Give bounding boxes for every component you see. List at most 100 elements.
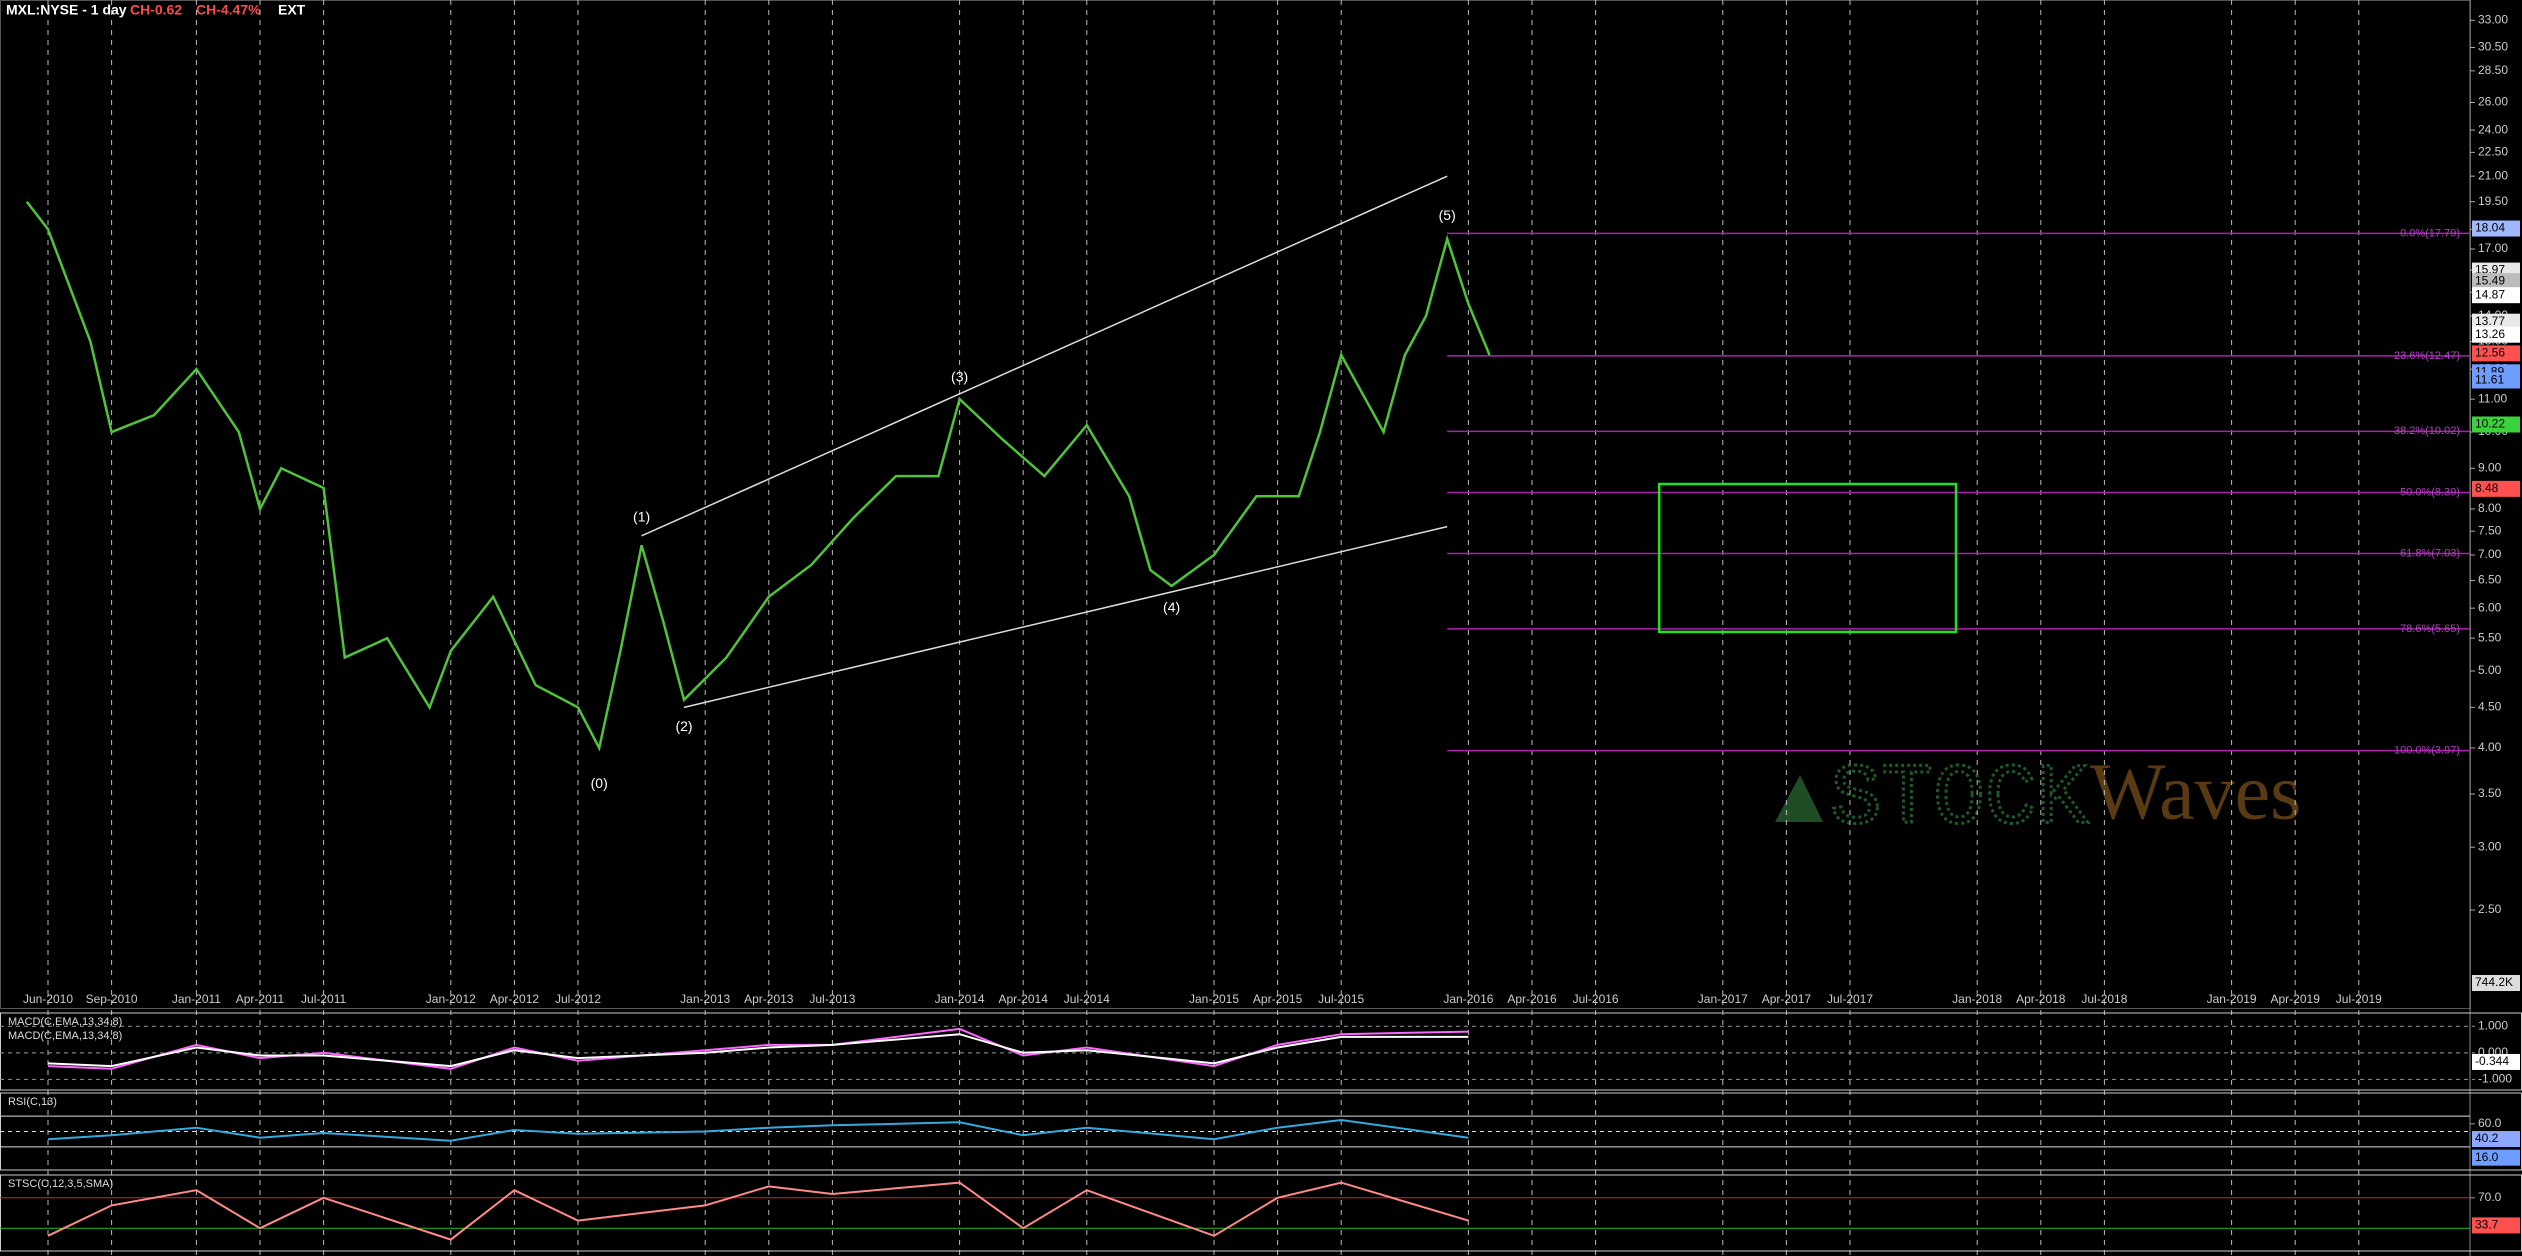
wave-label: (5) <box>1439 207 1456 223</box>
panel-legend: MACD(C,EMA,13,34,8) <box>8 1016 122 1028</box>
wave-label: (0) <box>591 775 608 791</box>
x-tick-label: Jul-2018 <box>2081 992 2127 1006</box>
x-tick-label: Jul-2011 <box>301 992 346 1006</box>
price-line <box>25 200 1491 752</box>
logo-stock: STOCK <box>1830 751 2088 849</box>
y-tick-label: 7.00 <box>2478 547 2502 561</box>
x-tick-label: Jan-2018 <box>1952 992 2002 1006</box>
price-tag: 18.04 <box>2475 221 2505 235</box>
wave-label: (3) <box>951 369 968 385</box>
fib-label: 100.0%(3.97) <box>2394 744 2460 756</box>
panel-legend: RSI(C,13) <box>8 1096 57 1108</box>
x-tick-label: Jun-2010 <box>23 992 73 1006</box>
panel-tag: 16.0 <box>2475 1150 2499 1164</box>
wave-label: (4) <box>1163 599 1180 615</box>
price-tag: 13.26 <box>2475 327 2505 341</box>
indicator-line <box>47 1033 1469 1068</box>
y-tick-label: 9.00 <box>2478 461 2502 475</box>
y-tick-label: 4.00 <box>2478 740 2502 754</box>
y-tick-label: 4.50 <box>2478 700 2502 714</box>
trendline <box>683 525 1448 709</box>
y-tick-label: 33.00 <box>2478 12 2508 26</box>
x-tick-label: Apr-2018 <box>2016 992 2066 1006</box>
x-tick-label: Apr-2015 <box>1253 992 1303 1006</box>
x-tick-label: Jan-2011 <box>172 992 221 1006</box>
x-tick-label: Jan-2019 <box>2207 992 2257 1006</box>
logo-triangle <box>1775 775 1823 822</box>
indicator-line <box>47 1181 1469 1241</box>
y-tick-label: 7.50 <box>2478 523 2502 537</box>
trendline <box>641 175 1448 537</box>
x-tick-label: Apr-2019 <box>2271 992 2321 1006</box>
fib-label: 0.0%(17.79) <box>2400 227 2460 239</box>
y-tick-label: 3.50 <box>2478 786 2502 800</box>
y-tick-label: 24.00 <box>2478 122 2508 136</box>
y-tick-label: 21.00 <box>2478 168 2508 182</box>
price-tag: 14.87 <box>2475 287 2505 301</box>
x-tick-label: Jan-2014 <box>935 992 985 1006</box>
x-tick-label: Sep-2010 <box>86 992 138 1006</box>
volume-tag-box <box>2472 975 2520 991</box>
price-tag-box <box>2472 480 2520 497</box>
panel-legend: STSC(C,12,3,5,SMA) <box>8 1178 113 1190</box>
y-tick-label: 5.00 <box>2478 663 2502 677</box>
y-tick-label: 6.50 <box>2478 573 2502 587</box>
x-tick-label: Apr-2017 <box>1762 992 1812 1006</box>
panel-tag: -0.344 <box>2475 1054 2509 1068</box>
x-tick-label: Apr-2012 <box>490 992 540 1006</box>
x-tick-label: Apr-2011 <box>236 992 285 1006</box>
price-tag: 8.48 <box>2475 481 2499 495</box>
price-tag-box <box>2472 345 2520 362</box>
price-tag: 12.56 <box>2475 346 2505 360</box>
x-tick-label: Apr-2016 <box>1507 992 1557 1006</box>
fib-label: 61.8%(7.03) <box>2400 547 2460 559</box>
panel-border <box>0 1174 2522 1252</box>
change-percent: CH-4.47% <box>196 2 261 18</box>
panel-tag: 40.2 <box>2475 1131 2499 1145</box>
wave-label: (1) <box>633 508 650 524</box>
price-tag-box <box>2472 372 2520 389</box>
x-tick-label: Jan-2016 <box>1443 992 1493 1006</box>
session: EXT <box>278 2 306 18</box>
y-tick-label: 19.50 <box>2478 194 2508 208</box>
logo-waves: Waves <box>2090 748 2301 836</box>
x-tick-label: Jul-2016 <box>1573 992 1619 1006</box>
y-tick-label: 26.00 <box>2478 95 2508 109</box>
y-tick-label: 5.50 <box>2478 630 2502 644</box>
wave-label: (2) <box>675 718 692 734</box>
price-tag: 10.22 <box>2475 417 2505 431</box>
panel-tick-label: 1.000 <box>2478 1018 2508 1032</box>
x-tick-label: Jan-2015 <box>1189 992 1239 1006</box>
x-tick-label: Jul-2014 <box>1064 992 1110 1006</box>
fib-label: 78.6%(5.65) <box>2400 623 2460 635</box>
y-tick-label: 30.50 <box>2478 40 2508 54</box>
y-tick-label: 28.50 <box>2478 63 2508 77</box>
x-tick-label: Jul-2013 <box>809 992 855 1006</box>
x-tick-label: Apr-2014 <box>999 992 1049 1006</box>
price-tag-box <box>2472 220 2520 237</box>
y-tick-label: 11.00 <box>2478 391 2507 405</box>
x-tick-label: Jan-2017 <box>1698 992 1748 1006</box>
panel-tick-label: 60.0 <box>2478 1116 2502 1130</box>
fib-label: 38.2%(10.02) <box>2394 425 2460 437</box>
change: CH-0.62 <box>130 2 182 18</box>
y-tick-label: 6.00 <box>2478 600 2502 614</box>
panel-tag: 33.7 <box>2475 1218 2499 1232</box>
x-tick-label: Apr-2013 <box>744 992 794 1006</box>
panel-tag-box <box>2472 1131 2520 1148</box>
panel-legend: MACD(C,EMA,13,34,8) <box>8 1030 122 1042</box>
x-tick-label: Jan-2013 <box>680 992 730 1006</box>
price-tag-box <box>2472 273 2520 290</box>
panel-tick-label: 70.0 <box>2478 1190 2502 1204</box>
indicator-line <box>47 1118 1469 1142</box>
y-tick-label: 22.50 <box>2478 145 2508 159</box>
plot-border <box>0 0 2471 1009</box>
y-tick-label: 17.00 <box>2478 241 2508 255</box>
panel-tick-label: -1.000 <box>2478 1072 2512 1086</box>
x-tick-label: Jan-2012 <box>426 992 476 1006</box>
price-tag-box <box>2472 416 2520 433</box>
indicator-line <box>47 1027 1469 1070</box>
panel-tag-box <box>2472 1053 2520 1070</box>
x-tick-label: Jul-2012 <box>555 992 601 1006</box>
